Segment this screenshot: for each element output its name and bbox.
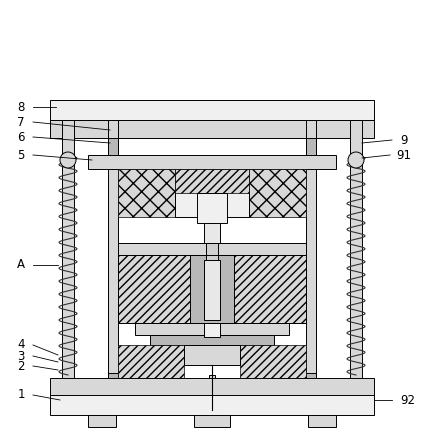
Bar <box>175 169 249 217</box>
Bar <box>190 255 234 323</box>
Bar <box>50 378 374 396</box>
Text: 8: 8 <box>18 101 25 113</box>
Bar <box>50 395 374 415</box>
Bar <box>350 120 362 396</box>
Bar <box>50 120 374 138</box>
Bar <box>206 243 218 261</box>
Bar <box>204 323 220 337</box>
Bar <box>118 255 190 323</box>
Bar <box>306 138 316 155</box>
Bar <box>88 415 116 427</box>
Bar <box>209 375 215 383</box>
Bar <box>197 193 227 223</box>
Bar <box>118 345 184 379</box>
Text: 3: 3 <box>18 350 25 362</box>
Text: 4: 4 <box>17 338 25 351</box>
Circle shape <box>348 152 364 168</box>
Bar <box>50 100 374 120</box>
Text: 5: 5 <box>18 148 25 162</box>
Bar <box>308 415 336 427</box>
Text: 7: 7 <box>17 116 25 128</box>
Bar <box>118 255 306 323</box>
Bar <box>150 335 274 345</box>
Bar <box>135 323 289 335</box>
Text: 1: 1 <box>17 389 25 401</box>
Text: 91: 91 <box>396 148 411 162</box>
Circle shape <box>60 152 76 168</box>
Bar <box>175 169 249 193</box>
Text: 92: 92 <box>400 393 415 407</box>
Bar <box>184 345 240 365</box>
Bar <box>204 260 220 320</box>
Bar <box>194 415 230 427</box>
Bar <box>62 120 74 396</box>
Bar <box>118 169 175 217</box>
Bar <box>209 400 215 408</box>
Text: A: A <box>17 259 25 272</box>
Bar <box>118 243 306 255</box>
Bar <box>306 373 316 395</box>
Text: 2: 2 <box>17 360 25 373</box>
Bar <box>240 345 306 379</box>
Bar <box>249 169 306 217</box>
Text: 9: 9 <box>400 133 407 147</box>
Bar <box>108 120 118 396</box>
Text: 6: 6 <box>17 131 25 144</box>
Bar <box>306 120 316 396</box>
Bar <box>108 373 118 395</box>
Bar <box>234 255 306 323</box>
Bar <box>88 155 336 169</box>
Bar <box>204 223 220 243</box>
Bar <box>108 138 118 155</box>
